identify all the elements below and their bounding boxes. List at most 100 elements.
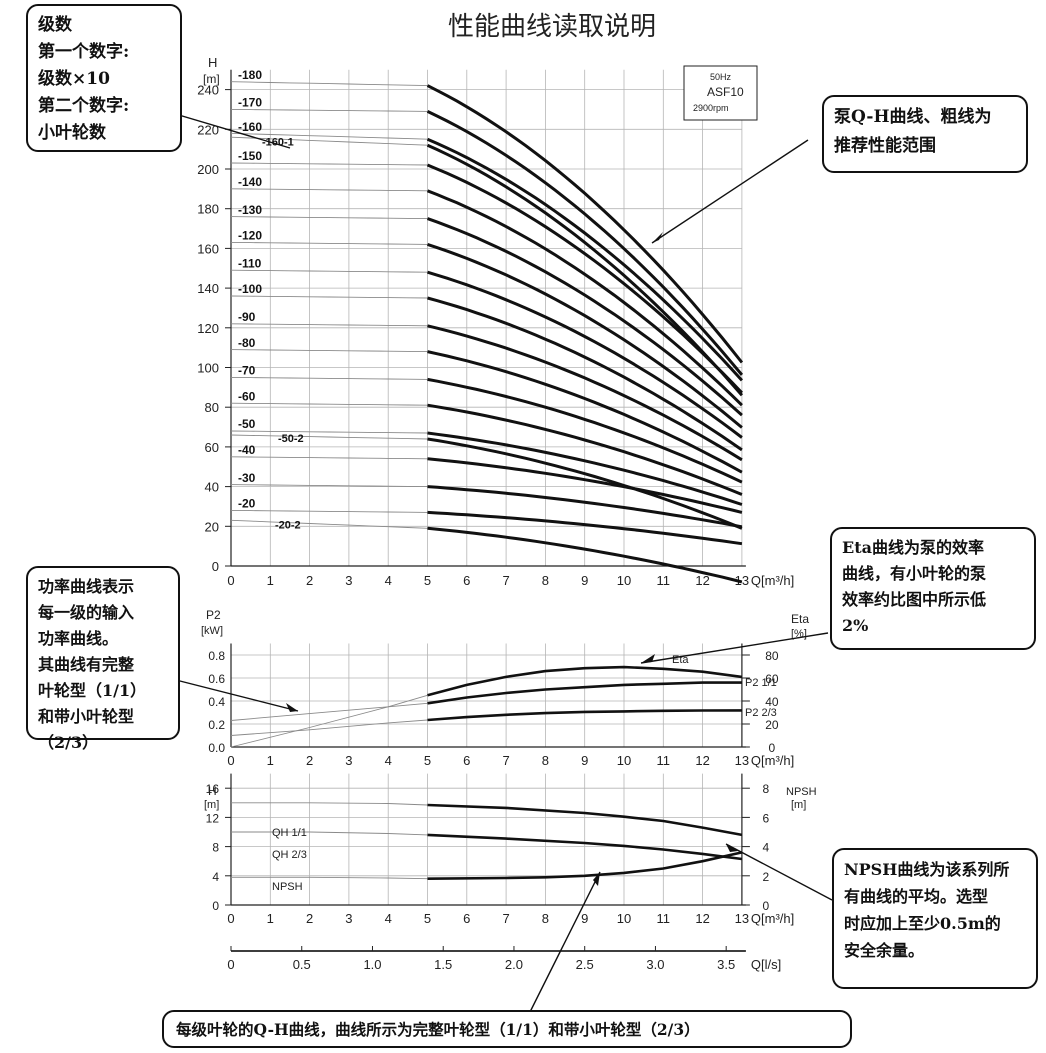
qh-curve: [426, 189, 743, 407]
y2-tick-label: 80: [765, 649, 779, 663]
x-tick-label: 4: [385, 573, 392, 588]
leader-line: [175, 679, 299, 712]
x-tick-label: 9: [581, 753, 588, 768]
series-label: -170: [238, 96, 262, 110]
callout-line: 级数: [38, 15, 72, 35]
x-tick-label: 7: [502, 573, 509, 588]
series-label: -180: [238, 68, 262, 82]
qh-curve-thin: [230, 241, 428, 245]
series-label: -20: [238, 497, 256, 511]
x-tick-label: 2: [306, 573, 313, 588]
x-tick-label: 8: [542, 911, 549, 926]
qh-curve: [427, 242, 743, 429]
x-axis-label: Q[m³/h]: [751, 911, 794, 926]
x-tick-label: 10: [617, 911, 631, 926]
x-tick-label: 10: [617, 573, 631, 588]
series-label: -60: [238, 389, 256, 403]
callout-line: 功率曲线表示: [38, 577, 135, 596]
info-frequency: 50Hz: [710, 72, 732, 82]
series-label: -80: [238, 336, 256, 350]
stage-curve-thin: [231, 802, 428, 806]
x-tick-label: 9: [581, 573, 588, 588]
x-tick-label: 3: [345, 753, 352, 768]
ls-tick-label: 2.5: [576, 957, 594, 972]
leader-line: [161, 109, 291, 149]
qh-curve-thin: [230, 108, 428, 112]
y-tick-label: 80: [205, 400, 219, 415]
qh-curve-thin: [230, 188, 428, 192]
power-curve: [427, 709, 742, 722]
callout-line: 安全余量。: [844, 941, 925, 960]
qh-curve: [427, 403, 743, 496]
leader-line: [640, 632, 829, 664]
series-label: -40: [238, 443, 256, 457]
y2-tick-label: 8: [763, 782, 770, 796]
series-label: -70: [238, 364, 256, 378]
y-tick-label: 16: [206, 782, 220, 796]
x-tick-label: 5: [424, 573, 431, 588]
y2-tick-label: 6: [763, 811, 770, 825]
power-curve: [427, 681, 742, 705]
y2-tick-label: 0: [769, 741, 776, 755]
x-tick-label: 0: [227, 753, 234, 768]
x-tick-label: 1: [267, 753, 274, 768]
y-tick-label: 0.8: [208, 649, 225, 663]
series-label: -50-2: [278, 433, 304, 445]
callout-stage-qh: 每级叶轮的Q-H曲线，曲线所示为完整叶轮型（1/1）和带小叶轮型（2/3）: [162, 1010, 852, 1048]
y-tick-label: 4: [212, 870, 219, 884]
series-label: -160: [238, 120, 262, 134]
series-label: QH 2/3: [272, 849, 307, 861]
y-tick-label: 100: [197, 361, 219, 376]
callout-line: 效率约比图中所示低: [842, 590, 987, 609]
leader-arrow: [593, 872, 600, 886]
ls-tick-label: 1.5: [434, 957, 452, 972]
power-curve-thin: [230, 694, 428, 748]
qh-curve: [427, 457, 743, 514]
qh-curve-thin: [230, 216, 428, 220]
y-axis-unit: [kW]: [201, 625, 223, 637]
ls-tick-label: 0.5: [293, 957, 311, 972]
leader-arrow: [286, 703, 298, 712]
callout-line: 其曲线有完整: [38, 655, 135, 674]
qh-curve: [427, 485, 743, 529]
leader-line: [725, 843, 833, 901]
y-tick-label: 240: [197, 83, 219, 98]
callout-line: 叶轮型（1/1）: [38, 681, 147, 700]
qh-curve: [426, 217, 743, 417]
x-axis-label: Q[m³/h]: [751, 573, 794, 588]
qh-curve-thin: [230, 509, 428, 513]
ls-axis-label: Q[l/s]: [751, 957, 781, 972]
y-tick-label: 220: [197, 122, 219, 137]
y-tick-label: 140: [197, 281, 219, 296]
callout-line: 曲线，有小叶轮的泵: [842, 564, 987, 583]
power-curve-thin: [230, 702, 428, 721]
callout-line: 级数×10: [38, 69, 110, 89]
series-label: -140: [238, 175, 262, 189]
y2-tick-label: 2: [763, 870, 770, 884]
callout-qh: 泵Q-H曲线、粗线为 推荐性能范围: [822, 95, 1028, 173]
y-axis-unit: [m]: [204, 799, 219, 811]
series-label: -30: [238, 471, 256, 485]
qh-curve: [427, 510, 743, 546]
qh-curve: [427, 350, 743, 474]
qh-curve: [426, 163, 743, 394]
qh-curve-thin: [230, 136, 428, 146]
callout-line: 每级叶轮的Q-H曲线，曲线所示为完整叶轮型（1/1）和带小叶轮型（2/3）: [176, 1020, 700, 1039]
qh-curve-thin: [230, 430, 428, 434]
y2-tick-label: 0: [763, 899, 770, 913]
qh-curve: [427, 526, 743, 584]
x-tick-label: 6: [463, 573, 470, 588]
y-tick-label: 200: [197, 162, 219, 177]
y-tick-label: 8: [212, 841, 219, 855]
info-speed: 2900rpm: [693, 103, 729, 113]
series-label: QH 1/1: [272, 827, 307, 839]
y-axis-unit: [m]: [203, 72, 220, 86]
qh-curve: [427, 377, 743, 484]
qh-curve-thin: [230, 519, 428, 529]
x-tick-label: 0: [227, 573, 234, 588]
leader-line: [651, 139, 809, 244]
x-tick-label: 10: [617, 753, 631, 768]
x-tick-label: 12: [695, 573, 709, 588]
qh-curve-thin: [230, 295, 428, 299]
